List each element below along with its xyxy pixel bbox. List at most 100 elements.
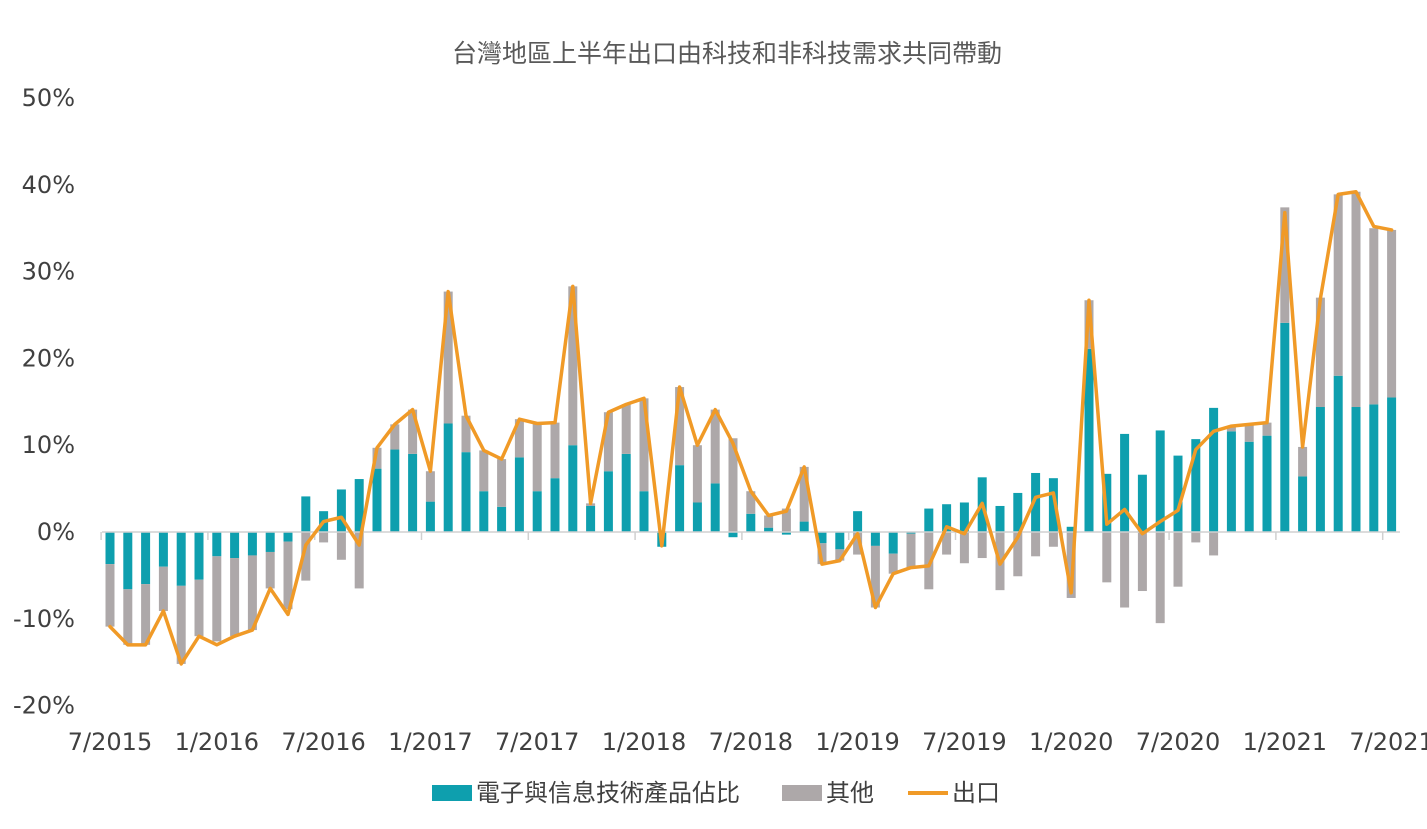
electronics-bar: [728, 532, 738, 538]
x-tick-labels: 7/2015 1/2016 7/2016 1/2017 7/2017 1/2018 7/20…: [68, 728, 1427, 756]
electronics-bar: [1226, 431, 1236, 532]
electronics-bar: [1351, 407, 1361, 532]
other-bar: [924, 532, 934, 590]
x-tick-label: 1/2019: [815, 728, 899, 756]
other-bar: [817, 543, 827, 565]
electronics-bar: [479, 491, 489, 532]
electronics-bar: [586, 505, 596, 532]
electronics-bar: [817, 532, 827, 544]
other-bar: [141, 584, 151, 645]
other-bar: [959, 532, 969, 564]
other-bar: [1387, 229, 1397, 398]
other-bar: [1369, 228, 1379, 405]
other-bar: [532, 423, 542, 492]
electronics-bar: [924, 508, 934, 532]
electronics-bar: [853, 511, 863, 532]
electronics-bar: [105, 532, 115, 565]
other-bar: [194, 579, 204, 637]
electronics-bar: [265, 532, 275, 552]
other-bar: [977, 532, 987, 559]
electronics-bar: [781, 532, 791, 535]
y-tick-labels: 50% 40% 30% 20% 10% 0% -10% -20%: [13, 84, 75, 720]
legend-swatch-electronics: [432, 785, 472, 801]
other-bar: [1155, 532, 1165, 624]
other-bar: [408, 409, 418, 454]
electronics-bar: [1191, 439, 1201, 532]
other-bar: [1120, 532, 1130, 608]
electronics-bar: [247, 532, 257, 556]
legend-swatch-other: [782, 785, 822, 801]
electronics-bar: [194, 532, 204, 580]
electronics-bar: [835, 532, 845, 550]
other-bar: [764, 515, 774, 528]
electronics-bar: [1048, 478, 1058, 532]
electronics-bar: [158, 532, 168, 567]
electronics-bar: [283, 532, 293, 542]
other-bar: [301, 532, 311, 581]
bars-layer: [105, 191, 1397, 664]
electronics-bar: [1031, 472, 1041, 532]
x-tick-label: 7/2021: [1349, 728, 1427, 756]
other-bar: [942, 532, 952, 555]
electronics-bar: [141, 532, 151, 585]
electronics-bar: [692, 502, 702, 532]
electronics-bar: [443, 423, 453, 532]
other-bar: [372, 447, 382, 469]
other-bar: [888, 553, 898, 574]
electronics-bar: [550, 478, 560, 532]
electronics-bar: [1013, 492, 1023, 532]
other-bar: [603, 412, 613, 472]
y-tick-label: -20%: [13, 692, 75, 720]
electronics-bar: [995, 505, 1005, 532]
other-bar: [1262, 422, 1272, 436]
electronics-bar: [1137, 474, 1147, 532]
legend-label-other: 其他: [826, 779, 874, 807]
electronics-bar: [123, 532, 133, 590]
other-bar: [728, 438, 738, 532]
chart-title: 台灣地區上半年出口由科技和非科技需求共同帶動: [452, 39, 1002, 68]
other-bar: [621, 404, 631, 454]
electronics-bar: [408, 453, 418, 532]
other-bar: [1191, 532, 1201, 543]
other-bar: [425, 471, 435, 502]
other-bar: [390, 424, 400, 450]
other-bar: [1226, 426, 1236, 432]
electronics-bar: [354, 479, 364, 532]
electronics-bar: [1155, 430, 1165, 532]
x-tick-label: 7/2015: [68, 728, 152, 756]
other-bar: [1298, 446, 1308, 477]
other-bar: [461, 415, 471, 453]
electronics-bar: [568, 445, 578, 532]
electronics-bar: [710, 483, 720, 532]
electronics-bar: [1209, 407, 1219, 532]
electronics-bar: [1173, 455, 1183, 532]
electronics-bar: [621, 453, 631, 532]
x-tick-label: 1/2018: [602, 728, 686, 756]
other-bar: [514, 419, 524, 458]
x-tick-label: 7/2017: [495, 728, 579, 756]
electronics-bar: [425, 501, 435, 532]
electronics-bar: [336, 489, 346, 532]
x-tick-label: 7/2019: [922, 728, 1006, 756]
other-bar: [799, 466, 809, 522]
other-bar: [835, 549, 845, 561]
x-tick-label: 7/2018: [709, 728, 793, 756]
electronics-bar: [230, 532, 240, 559]
y-tick-label: 40%: [22, 171, 75, 199]
legend-label-electronics: 電子與信息技術產品佔比: [476, 779, 740, 807]
other-bar: [1013, 532, 1023, 577]
other-bar: [443, 291, 453, 424]
y-tick-label: 20%: [22, 344, 75, 372]
other-bar: [1137, 532, 1147, 592]
electronics-bar: [514, 457, 524, 532]
x-tick-label: 1/2021: [1243, 728, 1327, 756]
other-bar: [319, 532, 329, 543]
other-bar: [853, 532, 863, 555]
other-bar: [746, 491, 756, 514]
other-bar: [1333, 194, 1343, 376]
electronics-bar: [1066, 526, 1076, 532]
electronics-bar: [799, 521, 809, 532]
electronics-bar: [888, 532, 898, 554]
other-bar: [639, 398, 649, 492]
